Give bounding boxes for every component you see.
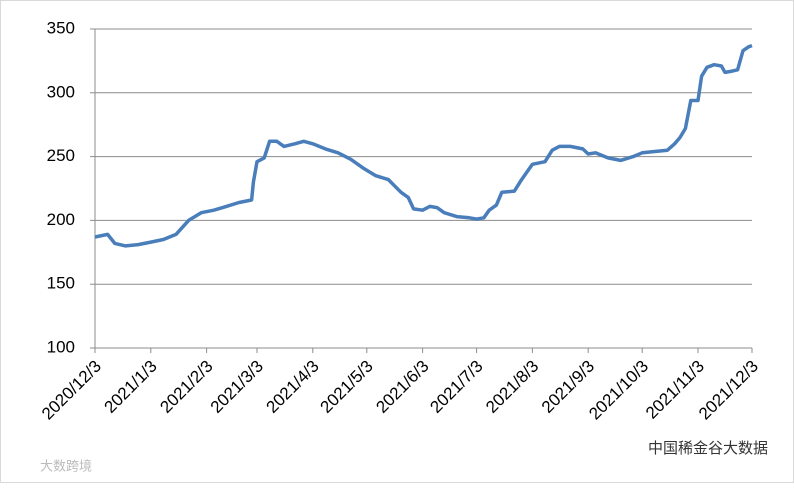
y-tick-label: 250: [47, 146, 75, 165]
watermark: 中国稀金谷大数据: [648, 440, 768, 457]
y-tick-label: 200: [47, 210, 75, 229]
y-tick-label: 350: [47, 18, 75, 37]
y-tick-label: 100: [47, 337, 75, 356]
y-tick-label: 300: [47, 82, 75, 101]
data-line: [94, 43, 753, 248]
y-tick-label: 150: [47, 274, 75, 293]
watermark: 大数跨境: [40, 458, 92, 473]
